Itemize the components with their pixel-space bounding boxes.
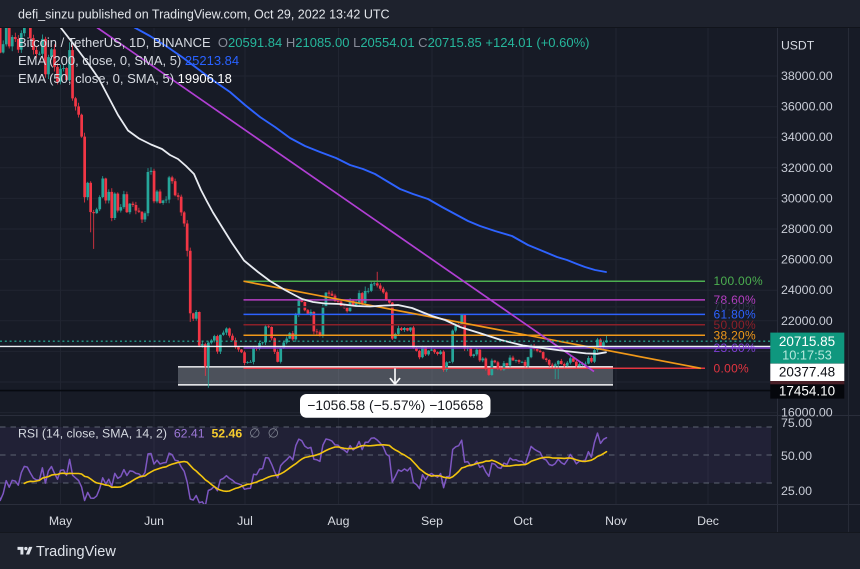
svg-text:Jun: Jun (144, 514, 164, 528)
svg-text:RSI (14, close, SMA, 14, 2) 6: RSI (14, close, SMA, 14, 2) 62.41 52.46 … (18, 426, 279, 441)
svg-text:38000.00: 38000.00 (781, 69, 833, 83)
svg-text:61.80%: 61.80% (714, 308, 757, 322)
svg-text:May: May (49, 514, 73, 528)
svg-text:Nov: Nov (605, 514, 628, 528)
svg-text:17454.10: 17454.10 (779, 384, 835, 399)
svg-text:22000.00: 22000.00 (781, 314, 833, 328)
svg-text:28000.00: 28000.00 (781, 222, 833, 236)
svg-text:EMA (200, close, 0, SMA, 5) 25: EMA (200, close, 0, SMA, 5) 25213.84 (18, 53, 239, 68)
svg-text:Bitcoin / TetherUS, 1D, BINANC: Bitcoin / TetherUS, 1D, BINANCE O20591.8… (18, 35, 589, 50)
svg-text:100.00%: 100.00% (714, 274, 764, 288)
svg-text:50.00%: 50.00% (714, 318, 757, 332)
svg-text:75.00: 75.00 (781, 416, 812, 430)
svg-text:Jul: Jul (237, 514, 253, 528)
svg-text:38.20%: 38.20% (714, 328, 757, 342)
svg-text:20377.48: 20377.48 (779, 365, 835, 380)
svg-text:30000.00: 30000.00 (781, 191, 833, 205)
svg-text:32000.00: 32000.00 (781, 161, 833, 175)
svg-text:Oct: Oct (513, 514, 533, 528)
svg-text:−1056.58 (−5.57%) −105658: −1056.58 (−5.57%) −105658 (307, 398, 483, 413)
svg-text:78.60%: 78.60% (714, 293, 757, 307)
svg-text:USDT: USDT (781, 39, 815, 53)
svg-text:26000.00: 26000.00 (781, 253, 833, 267)
svg-text:10:17:53: 10:17:53 (782, 347, 832, 362)
svg-text:Dec: Dec (697, 514, 719, 528)
svg-text:0.00%: 0.00% (714, 361, 750, 375)
svg-text:Sep: Sep (421, 514, 443, 528)
svg-text:Aug: Aug (328, 514, 350, 528)
svg-text:defi_sinzu published on Tradin: defi_sinzu published on TradingView.com,… (18, 8, 390, 22)
svg-text:25.00: 25.00 (781, 484, 812, 498)
svg-text:70.20%: 70.20% (714, 300, 757, 314)
svg-text:36000.00: 36000.00 (781, 100, 833, 114)
svg-text:20715.85: 20715.85 (779, 334, 835, 349)
svg-text:50.00: 50.00 (781, 449, 812, 463)
svg-text:34000.00: 34000.00 (781, 130, 833, 144)
svg-text:TradingView: TradingView (36, 544, 116, 560)
svg-text:16000.00: 16000.00 (781, 406, 833, 420)
svg-text:EMA (50, close, 0, SMA, 5) 199: EMA (50, close, 0, SMA, 5) 19906.18 (18, 71, 232, 86)
svg-text:23.60%: 23.60% (714, 341, 757, 355)
svg-text:24000.00: 24000.00 (781, 283, 833, 297)
